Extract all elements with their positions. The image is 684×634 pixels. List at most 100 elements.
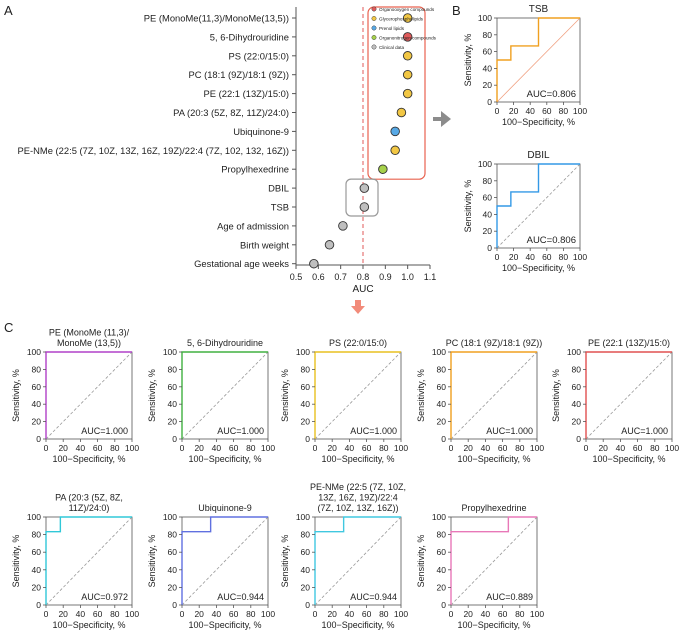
y-tick-label: 20 bbox=[168, 582, 178, 592]
y-tick-label: 60 bbox=[437, 547, 447, 557]
y-tick-label: 20 bbox=[32, 582, 42, 592]
roc-curve bbox=[450, 516, 537, 605]
x-tick-label: 0 bbox=[584, 443, 589, 453]
auc-dot-plot: 0.5 0.6 0.7 0.8 0.9 1.0 1.1 AUC PE (MonoMe(11,3)… bbox=[18, 6, 437, 295]
reference-diagonal bbox=[181, 516, 269, 606]
roc-chart: Ubiquinone-90 20 40 60 80 100020406080100100−… bbox=[147, 503, 275, 630]
y-tick-label: 100 bbox=[163, 347, 177, 357]
y-tick-label: 80 bbox=[483, 176, 493, 186]
roc-chart: 5, 6-Dihydrouridine 0 20 40 60 80 100 0 20 40 60 80… bbox=[147, 338, 275, 464]
x-tick-label: 0 bbox=[180, 609, 185, 619]
x-tick-label: 0.5 bbox=[290, 272, 303, 282]
auc-label: AUC=1.000 bbox=[217, 426, 264, 436]
y-tick-label: 40 bbox=[301, 565, 311, 575]
x-tick-label: 80 bbox=[110, 609, 120, 619]
auc-label: AUC=1.000 bbox=[621, 426, 668, 436]
x-tick-label: 0.8 bbox=[357, 272, 370, 282]
y-tick-label: 0 bbox=[305, 434, 310, 444]
x-tick-label: 60 bbox=[93, 609, 103, 619]
x-tick-label: 100 bbox=[261, 443, 275, 453]
x-tick-label: 0 bbox=[313, 609, 318, 619]
down-arrow-icon bbox=[351, 300, 365, 314]
x-tick-label: 80 bbox=[559, 106, 569, 116]
roc-curve bbox=[496, 17, 580, 102]
x-axis-title: 100−Specificity, % bbox=[321, 620, 394, 630]
y-tick-label: 100 bbox=[27, 347, 41, 357]
y-tick-label: 80 bbox=[168, 530, 178, 540]
y-tick-label: Ubiquinone-9 bbox=[233, 126, 289, 137]
y-tick-label: 80 bbox=[301, 364, 311, 374]
x-tick-label: 1.0 bbox=[401, 272, 414, 282]
y-tick-label: 100 bbox=[296, 512, 310, 522]
y-tick-label: Gestational age weeks bbox=[194, 258, 289, 269]
y-tick-label: 100 bbox=[296, 347, 310, 357]
data-point bbox=[324, 240, 335, 250]
data-point bbox=[309, 258, 319, 269]
y-tick-label: PE-NMe (22:5 (7Z, 10Z, 13Z, 16Z, 19Z)/22… bbox=[18, 145, 289, 156]
highlight-box-metabolites bbox=[367, 6, 426, 180]
x-tick-label: 0 bbox=[44, 609, 49, 619]
y-tick-label: 60 bbox=[32, 547, 42, 557]
y-tick-label: 60 bbox=[301, 382, 311, 392]
chart-title: 11Z)/24:0) bbox=[69, 503, 110, 513]
reference-diagonal bbox=[496, 17, 581, 103]
y-tick-label: 80 bbox=[32, 530, 42, 540]
x-axis-title: 100−Specificity, % bbox=[457, 620, 530, 630]
x-tick-label: 100 bbox=[394, 609, 408, 619]
x-tick-label: 40 bbox=[212, 443, 222, 453]
legend-marker bbox=[371, 16, 377, 21]
x-tick-label: 60 bbox=[93, 443, 103, 453]
x-tick-label: 20 bbox=[194, 443, 204, 453]
y-tick-label: 100 bbox=[478, 13, 492, 23]
x-tick-label: 60 bbox=[362, 609, 372, 619]
y-tick-label: DBIL bbox=[268, 183, 289, 194]
x-tick-label: 40 bbox=[525, 106, 535, 116]
y-tick-label: 40 bbox=[32, 565, 42, 575]
x-tick-label: 20 bbox=[58, 443, 68, 453]
y-tick-label: 0 bbox=[576, 434, 581, 444]
x-tick-label: 20 bbox=[58, 609, 68, 619]
y-tick-label: 80 bbox=[301, 530, 311, 540]
roc-curve bbox=[314, 516, 401, 605]
chart-title: PE (22:1 (13Z)/15:0) bbox=[588, 338, 670, 348]
y-tick-label: PS (22:0/15:0) bbox=[229, 50, 289, 61]
x-tick-label: 40 bbox=[76, 609, 86, 619]
x-tick-label: 80 bbox=[110, 443, 120, 453]
y-tick-label: 40 bbox=[32, 399, 42, 409]
auc-label: AUC=0.944 bbox=[350, 592, 397, 602]
x-tick-label: 20 bbox=[509, 252, 519, 262]
y-tick-label: 20 bbox=[483, 80, 493, 90]
legend-marker bbox=[371, 25, 377, 31]
highlight-box-clinical bbox=[345, 178, 379, 217]
roc-chart-grid: PE (MonoMe (11,3)/MonoMe (13,5)) 0 20 40 60 8… bbox=[11, 328, 679, 631]
y-tick-label: 60 bbox=[483, 193, 493, 203]
y-axis-title: Sensitivity, % bbox=[147, 369, 157, 422]
y-tick-label: 0 bbox=[441, 600, 446, 610]
y-tick-label: 40 bbox=[168, 399, 178, 409]
x-axis-title: 100−Specificity, % bbox=[502, 117, 575, 127]
y-tick-label: 20 bbox=[301, 417, 311, 427]
y-tick-label: 20 bbox=[483, 226, 493, 236]
right-arrow-icon bbox=[433, 111, 451, 127]
roc-curve bbox=[181, 516, 268, 605]
x-tick-label: 0.6 bbox=[312, 272, 325, 282]
data-point bbox=[402, 88, 413, 99]
y-axis-title: Sensitivity, % bbox=[416, 535, 426, 588]
x-tick-label: 80 bbox=[246, 443, 256, 453]
data-point bbox=[378, 164, 388, 174]
x-tick-label: 60 bbox=[498, 609, 508, 619]
x-tick-label: 0 bbox=[313, 443, 318, 453]
x-tick-label: 100 bbox=[573, 106, 587, 116]
x-tick-label: 40 bbox=[525, 252, 535, 262]
y-axis-title: Sensitivity, % bbox=[551, 369, 561, 422]
x-tick-label: 60 bbox=[362, 443, 372, 453]
x-tick-label: 40 bbox=[76, 443, 86, 453]
y-tick-label: 40 bbox=[572, 399, 582, 409]
legend-marker bbox=[371, 44, 377, 50]
y-tick-label: 40 bbox=[437, 399, 447, 409]
y-tick-label: 0 bbox=[172, 434, 177, 444]
x-axis-title: 100−Specificity, % bbox=[457, 454, 530, 464]
legend-label: Organooxygen compounds bbox=[379, 7, 435, 12]
